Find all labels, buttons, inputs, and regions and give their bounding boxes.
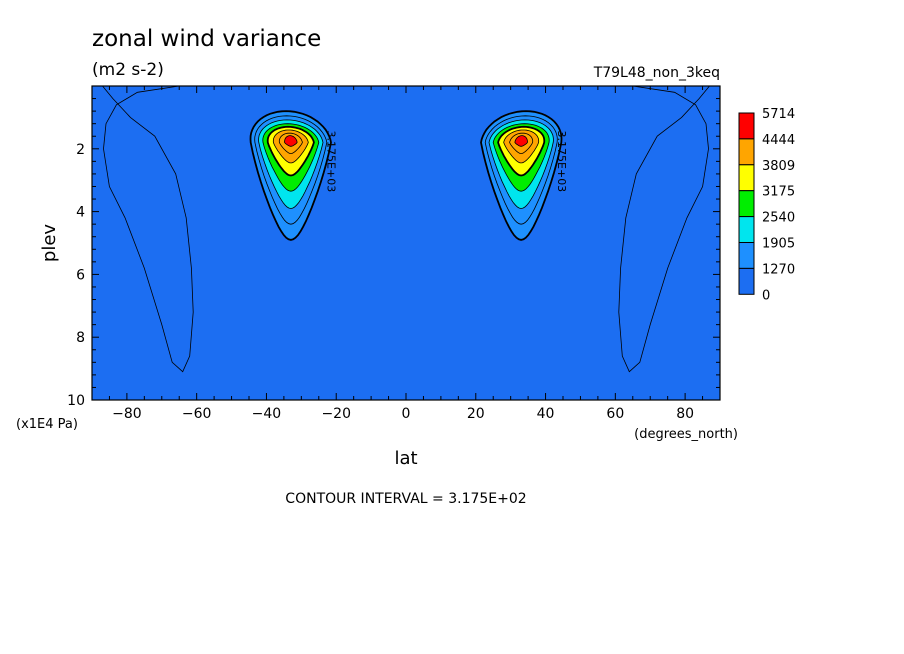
plot-background (92, 86, 720, 400)
chart-units: (m2 s-2) (92, 60, 164, 80)
colorbar-swatch (738, 112, 755, 140)
x-tick-label: −80 (112, 406, 142, 422)
x-tick-label: −60 (182, 406, 212, 422)
jet-contours-south: 3.175E+03 (249, 110, 338, 241)
y-tick-label: 4 (76, 205, 85, 221)
contour-label: 3.175E+03 (555, 131, 568, 193)
contour-band (284, 135, 298, 147)
colorbar-swatch (738, 190, 755, 218)
x-axis-label: lat (394, 448, 417, 469)
chart-title: zonal wind variance (92, 26, 321, 52)
x-tick-label: 0 (402, 406, 411, 422)
contour-field: 3.175E+03 3.175E+03 (102, 86, 710, 373)
colorbar-label: 1270 (762, 262, 795, 277)
colorbar: 5714 4444 3809 3175 2540 1905 1270 0 (738, 107, 795, 303)
contour-envelope-south (102, 86, 194, 373)
contour-envelope-north (618, 86, 710, 373)
colorbar-swatch (738, 242, 755, 269)
x-tick-label: 40 (537, 406, 555, 422)
colorbar-label: 4444 (762, 133, 795, 148)
colorbar-label: 5714 (762, 107, 795, 122)
jet-contours-north: 3.175E+03 (480, 110, 568, 241)
contour-label: 3.175E+03 (325, 131, 338, 193)
x-tick-label: −20 (321, 406, 351, 422)
contour-interval-note: CONTOUR INTERVAL = 3.175E+02 (285, 491, 526, 507)
x-tick-label: 60 (606, 406, 624, 422)
colorbar-label: 3809 (762, 159, 795, 174)
colorbar-swatch (738, 267, 755, 295)
y-tick-label: 6 (76, 267, 85, 283)
colorbar-swatch (738, 138, 755, 166)
y-tick-label: 10 (67, 393, 85, 409)
plot-frame (91, 85, 721, 401)
colorbar-label: 1905 (762, 237, 795, 252)
x-axis-units: (degrees_north) (634, 427, 738, 442)
plot-area: 3.175E+03 3.175E+03 (91, 85, 721, 401)
y-axis-label: plev (39, 224, 60, 263)
colorbar-label: 0 (762, 288, 770, 303)
colorbar-label: 2540 (762, 211, 795, 226)
x-tick-label: 80 (676, 406, 694, 422)
colorbar-swatch (738, 164, 755, 192)
y-tick-label: 8 (76, 330, 85, 346)
x-tick-labels: −80 −60 −40 −20 0 20 40 60 80 (112, 406, 694, 422)
colorbar-swatch (738, 216, 755, 244)
y-tick-labels: 2 4 6 8 10 (67, 142, 85, 409)
colorbar-label: 3175 (762, 185, 795, 200)
run-label: T79L48_non_3keq (593, 65, 720, 81)
contour-band (514, 135, 528, 147)
y-tick-label: 2 (76, 142, 85, 158)
x-tick-label: −40 (252, 406, 282, 422)
y-axis-units: (x1E4 Pa) (16, 417, 78, 432)
x-tick-label: 20 (467, 406, 485, 422)
